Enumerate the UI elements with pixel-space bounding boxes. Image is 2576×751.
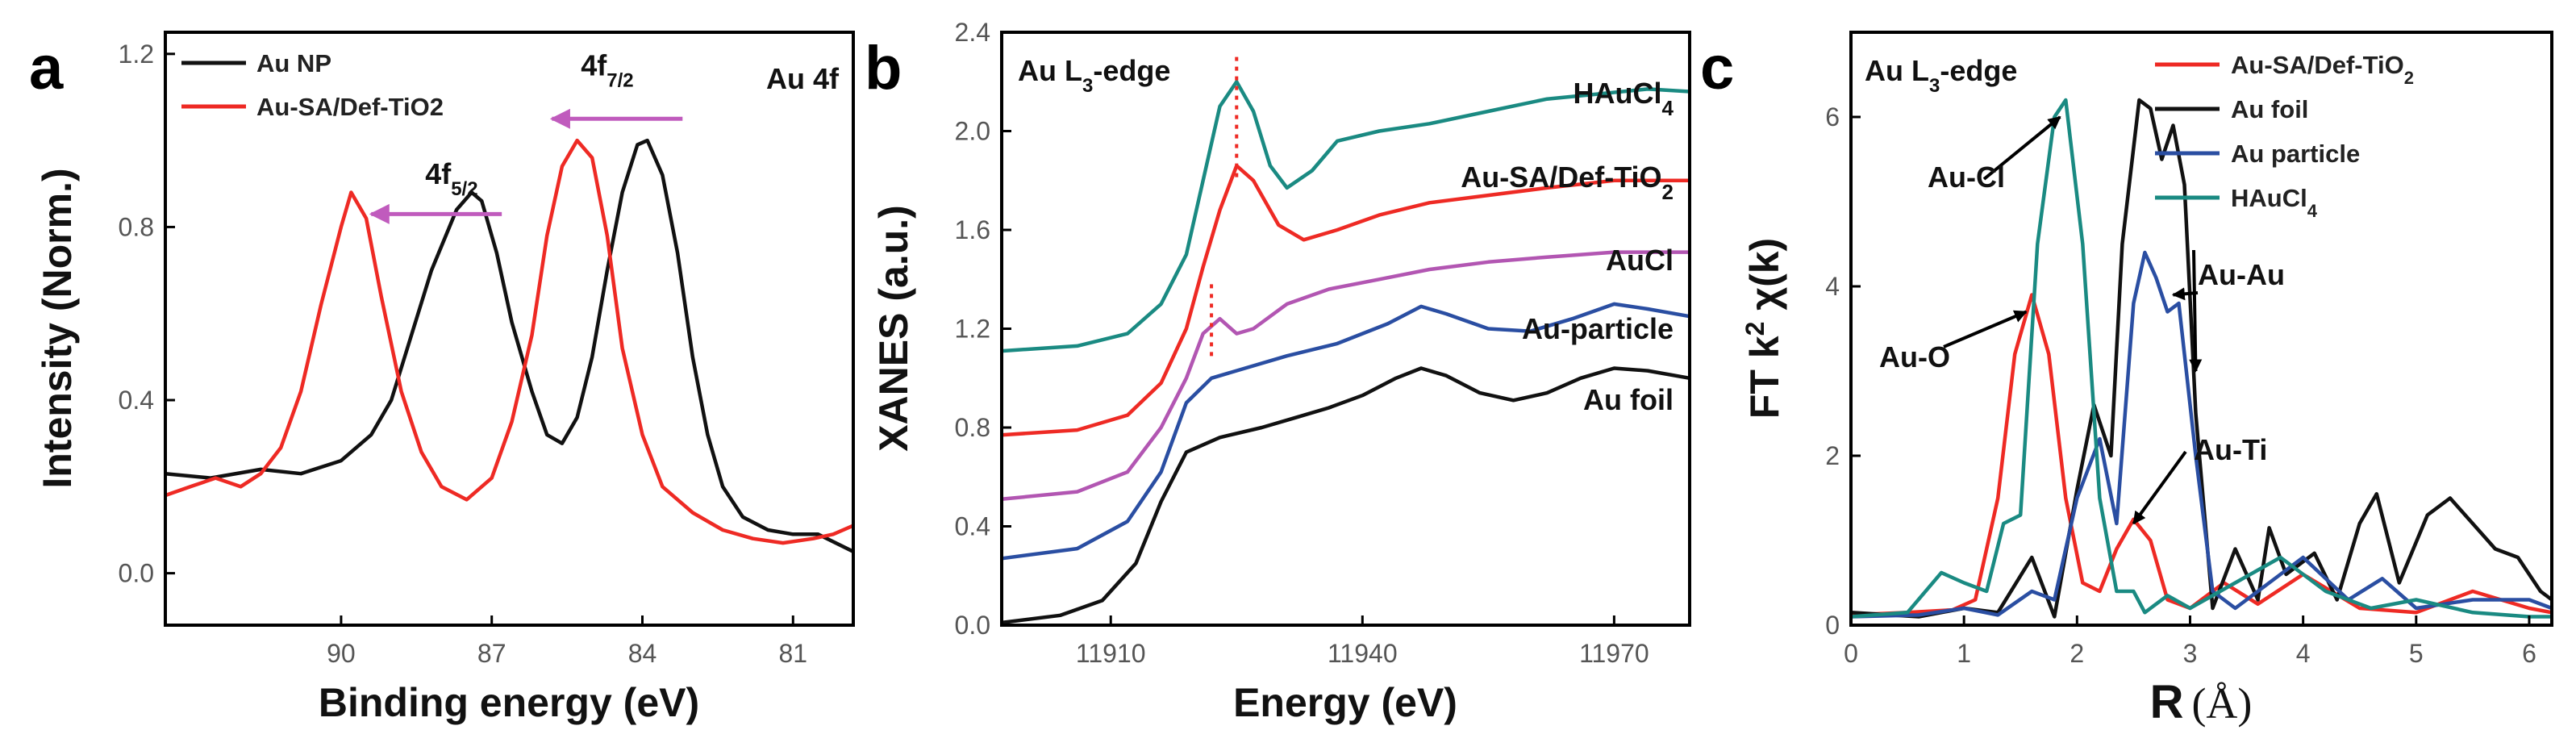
edge-title-b: Au L3-edge xyxy=(1018,54,1170,97)
series-label-b-au-particle: Au-particle xyxy=(1522,312,1674,345)
annotation-arrow-au-au xyxy=(2189,249,2203,373)
y-tick-label-b: 0.8 xyxy=(955,413,990,442)
panel-b: b 11910 11940 11970 0.0 0.4 0.8 1.2 1.6 2.0 2.4 E… xyxy=(865,18,1691,725)
legend-a: Au NP Au-SA/Def-TiO2 xyxy=(181,49,444,121)
x-tick-label-a: 81 xyxy=(778,639,807,668)
annotation-label-au-au: Au-Au xyxy=(2198,258,2285,291)
y-axis-title-b: XANES (a.u.) xyxy=(871,205,916,452)
x-tick-label-a: 87 xyxy=(477,639,506,668)
panel-letter-b: b xyxy=(865,34,902,102)
series-line-c-au-particle xyxy=(1850,250,2553,619)
panel-c: c 0 1 2 3 4 5 6 0 2 4 6 FT k2 χ(k) R (Å) Au L3-edge… xyxy=(1700,31,2553,728)
x-tick-label-a: 90 xyxy=(327,639,356,668)
y-tick-label-c: 2 xyxy=(1825,441,1840,470)
legend-label-c-au-foil: Au foil xyxy=(2231,95,2308,123)
series-label-b-aucl: AuCl xyxy=(1606,244,1674,277)
x-tick-label-c: 0 xyxy=(1844,639,1858,668)
plot-frame-a xyxy=(164,31,855,627)
series-label-b-au-foil: Au foil xyxy=(1583,383,1674,416)
y-axis-title-c: FT k2 χ(k) xyxy=(1740,238,1787,419)
panel-letter-a: a xyxy=(29,34,64,102)
series-label-b-haucl4: HAuCl4 xyxy=(1574,77,1674,120)
x-axis-title-c: R (Å) xyxy=(2150,676,2253,728)
x-tick-label-b: 11970 xyxy=(1579,639,1649,668)
x-axis-title-a: Binding energy (eV) xyxy=(319,680,699,725)
legend-label-au-sa: Au-SA/Def-TiO2 xyxy=(256,93,444,121)
annotation-arrow-au-o xyxy=(1943,310,2028,348)
y-tick-label-a: 0.4 xyxy=(119,386,154,415)
series-line-b-haucl4 xyxy=(1001,80,1690,353)
series-line-b-aucl xyxy=(1001,250,1690,502)
series-label-b-au-sa-def-tio2: Au-SA/Def-TiO2 xyxy=(1461,161,1674,204)
y-tick-label-a: 0.0 xyxy=(119,559,154,588)
x-tick-label-c: 6 xyxy=(2522,639,2536,668)
peak-label-4f5-2: 4f5/2 xyxy=(425,157,477,200)
x-tick-label-c: 3 xyxy=(2183,639,2198,668)
series-line-a-au-np xyxy=(165,138,854,553)
y-tick-label-a: 1.2 xyxy=(119,40,154,69)
y-tick-label-c: 0 xyxy=(1825,611,1840,640)
y-tick-label-b: 2.0 xyxy=(955,117,990,146)
y-tick-label-b: 0.0 xyxy=(955,611,990,640)
annotation-label-au-cl: Au-Cl xyxy=(1928,161,2005,194)
annotation-arrow-au-au-particle xyxy=(2171,287,2199,301)
legend-c: Au-SA/Def-TiO2 Au foil Au particle HAuCl4 xyxy=(2155,51,2414,221)
series-line-c-au-foil xyxy=(1850,98,2553,619)
y-tick-label-b: 0.4 xyxy=(955,512,990,541)
x-tick-label-c: 1 xyxy=(1957,639,1971,668)
series-line-c-haucl4 xyxy=(1850,98,2552,619)
y-tick-label-b: 2.4 xyxy=(955,18,990,47)
plot-frame-b xyxy=(1000,31,1691,627)
edge-title-c: Au L3-edge xyxy=(1865,54,2017,97)
corner-label-a: Au 4f xyxy=(766,62,840,95)
panel-letter-c: c xyxy=(1700,34,1734,102)
series-line-b-au-particle xyxy=(1001,302,1690,561)
series-line-b-au-foil xyxy=(1001,366,1690,625)
x-tick-label-c: 5 xyxy=(2409,639,2424,668)
x-tick-label-c: 4 xyxy=(2296,639,2311,668)
legend-label-au-np: Au NP xyxy=(256,49,331,77)
x-axis-title-b: Energy (eV) xyxy=(1233,680,1457,725)
x-tick-label-b: 11940 xyxy=(1328,639,1398,668)
panel-a: a 90 87 84 81 0.0 0.4 0.8 1.2 Binding energy (e… xyxy=(29,31,855,725)
x-tick-label-c: 2 xyxy=(2070,639,2084,668)
y-tick-label-b: 1.6 xyxy=(955,215,990,244)
plot-frame-c xyxy=(1849,31,2553,627)
peak-label-4f7-2: 4f7/2 xyxy=(581,49,633,92)
legend-label-c-au-sa-def-tio2: Au-SA/Def-TiO2 xyxy=(2231,51,2414,88)
annotation-label-au-ti: Au-Ti xyxy=(2194,433,2267,466)
y-tick-label-c: 6 xyxy=(1825,102,1840,131)
annotation-label-au-o: Au-O xyxy=(1879,340,1950,373)
series-line-b-au-sa-def-tio2 xyxy=(1001,164,1690,437)
y-tick-label-b: 1.2 xyxy=(955,315,990,344)
legend-label-c-haucl4: HAuCl4 xyxy=(2231,184,2318,221)
annotation-arrow-au-cl xyxy=(1982,115,2061,181)
x-tick-label-b: 11910 xyxy=(1076,639,1146,668)
series-line-a-au-sa-def-tio2 xyxy=(165,138,854,545)
y-axis-title-a: Intensity (Norm.) xyxy=(35,168,80,488)
legend-label-c-au-particle: Au particle xyxy=(2231,140,2360,168)
y-tick-label-a: 0.8 xyxy=(119,212,154,241)
x-tick-label-a: 84 xyxy=(628,639,657,668)
annotation-arrow-au-ti xyxy=(2132,450,2187,525)
y-tick-label-c: 4 xyxy=(1825,272,1840,301)
